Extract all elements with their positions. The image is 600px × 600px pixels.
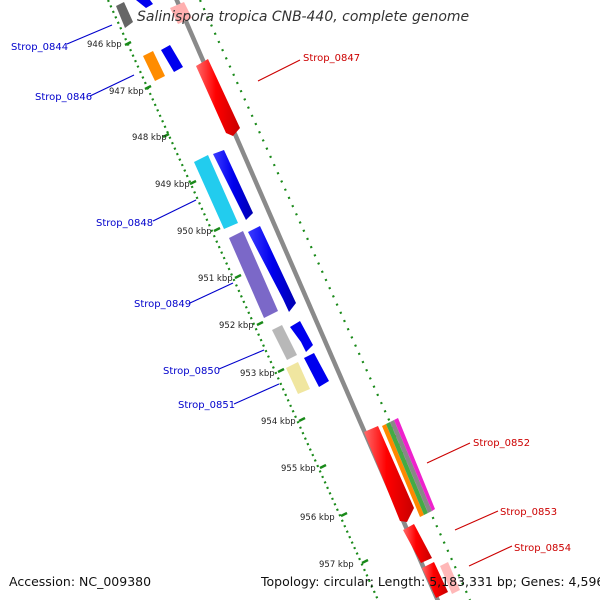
- gene-strop-0846[interactable]: [143, 51, 165, 81]
- gene-forward-0846b[interactable]: [161, 45, 183, 72]
- gene-strop-0853[interactable]: [403, 524, 432, 563]
- callout-strop-0851: [233, 383, 280, 405]
- label-strop-0849[interactable]: Strop_0849: [134, 299, 191, 310]
- label-strop-0846[interactable]: Strop_0846: [35, 92, 92, 103]
- kbp-label: 955 kbp: [281, 464, 316, 474]
- gene-forward-0849b[interactable]: [248, 226, 296, 312]
- callout-strop-0852: [426, 442, 471, 464]
- label-strop-0852[interactable]: Strop_0852: [473, 438, 530, 449]
- label-strop-0851[interactable]: Strop_0851: [178, 400, 235, 411]
- gene-reverse-bottom: [440, 562, 460, 594]
- kbp-label: 956 kbp: [300, 513, 335, 523]
- gene-forward-0851b[interactable]: [304, 353, 329, 387]
- kbp-label: 948 kbp: [132, 133, 167, 143]
- callout-strop-0844: [66, 24, 113, 45]
- gene-forward-0848b[interactable]: [213, 150, 253, 220]
- kbp-label: 951 kbp: [198, 274, 233, 284]
- label-strop-0854[interactable]: Strop_0854: [514, 543, 571, 554]
- callout-strop-0854: [468, 545, 513, 567]
- callout-strop-0850: [218, 349, 265, 370]
- kbp-label: 954 kbp: [261, 417, 296, 427]
- callout-strop-0849: [189, 282, 234, 304]
- callout-strop-0848: [152, 199, 197, 222]
- callout-strop-0847: [257, 59, 301, 82]
- label-strop-0848[interactable]: Strop_0848: [96, 218, 153, 229]
- callout-strop-0846: [89, 74, 135, 97]
- gene-strop-0852-stripe2: [386, 422, 428, 515]
- gene-strop-0852-stripe4: [394, 418, 435, 511]
- kbp-label: 949 kbp: [155, 180, 190, 190]
- kbp-ticks: [124, 40, 369, 565]
- gene-forward-0850b[interactable]: [290, 321, 313, 352]
- inner-tick-track: [106, 0, 380, 600]
- kbp-label: 952 kbp: [219, 321, 254, 331]
- gene-strop-0852-stripe1: [382, 424, 424, 517]
- gene-strop-0847[interactable]: [196, 59, 240, 136]
- label-strop-0850[interactable]: Strop_0850: [163, 366, 220, 377]
- gene-strop-0854[interactable]: [422, 562, 448, 598]
- outer-tick-track: [198, 0, 472, 600]
- kbp-label: 946 kbp: [87, 40, 122, 50]
- kbp-label: 953 kbp: [240, 369, 275, 379]
- kbp-labels: 946 kbp 947 kbp 948 kbp 949 kbp 950 kbp …: [87, 40, 354, 570]
- gene-strop-0848[interactable]: [194, 155, 238, 229]
- gene-strop-0851[interactable]: [286, 362, 310, 394]
- accession-text: Accession: NC_009380: [9, 574, 152, 589]
- gene-forward-top[interactable]: [136, 0, 153, 8]
- kbp-label: 957 kbp: [319, 560, 354, 570]
- gene-strop-0844[interactable]: [116, 2, 133, 28]
- gene-strop-0849[interactable]: [229, 231, 278, 318]
- gene-strop-0850[interactable]: [272, 325, 297, 360]
- gene-reverse-top[interactable]: [170, 2, 192, 24]
- label-strop-0844[interactable]: Strop_0844: [11, 42, 68, 53]
- gene-strop-0852[interactable]: [364, 426, 414, 522]
- kbp-label: 947 kbp: [109, 87, 144, 97]
- gene-strop-0852-stripe3: [390, 420, 432, 513]
- kbp-label: 950 kbp: [177, 227, 212, 237]
- genome-summary-text: Topology: circular; Length: 5,183,331 bp…: [261, 574, 600, 589]
- label-strop-0853[interactable]: Strop_0853: [500, 507, 557, 518]
- callout-strop-0853: [454, 510, 499, 531]
- label-strop-0847[interactable]: Strop_0847: [303, 53, 360, 64]
- map-title: Salinispora tropica CNB-440, complete ge…: [137, 9, 470, 25]
